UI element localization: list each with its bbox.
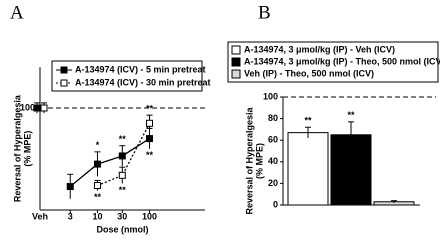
bar <box>287 132 329 206</box>
significance: ** <box>146 104 154 114</box>
x-tick-label: Veh <box>32 211 48 221</box>
point <box>146 135 154 143</box>
panel-label: B <box>258 2 271 23</box>
bar <box>330 134 372 206</box>
legend-marker <box>231 69 241 79</box>
y-tick-label: 40 <box>268 156 278 166</box>
x-tick-label: 3 <box>68 211 73 221</box>
panel-label: A <box>10 2 24 23</box>
y-tick-label: 100 <box>263 91 278 101</box>
x-axis-label: Dose (nmol) <box>96 224 148 234</box>
point <box>118 152 126 160</box>
legend-marker <box>231 45 241 55</box>
significance: ** <box>146 150 154 160</box>
point <box>118 171 126 179</box>
legend-label: Veh (IP) - Theo, 500 nmol (ICV) <box>244 68 374 78</box>
x-tick-label: 30 <box>117 211 127 221</box>
y-tick-label: 80 <box>268 113 278 123</box>
point <box>146 119 154 127</box>
y-tick-label: 20 <box>268 178 278 188</box>
significance: ** <box>94 192 102 202</box>
y-axis-label: (% MPE) <box>254 143 264 179</box>
significance: ** <box>119 185 127 195</box>
veh-point <box>33 104 41 112</box>
legend-box <box>51 60 203 92</box>
y-tick-label: 60 <box>268 135 278 145</box>
legend-label: A-134974 (ICV) - 5 min pretreat <box>75 64 206 74</box>
series-line <box>97 122 151 187</box>
y-tick-label: 100 <box>20 102 35 112</box>
legend-label: A-134974, 3 μmol/kg (IP) - Veh (ICV) <box>244 44 395 54</box>
point <box>93 182 101 190</box>
x-tick-label: 100 <box>142 211 157 221</box>
veh-point <box>40 104 48 112</box>
y-axis-label: Reversal of Hyperalgesia <box>244 106 254 214</box>
point <box>66 183 74 191</box>
x-tick-label: 10 <box>92 211 102 221</box>
significance: ** <box>304 116 312 126</box>
y-axis-label: (% MPE) <box>22 131 32 167</box>
legend-marker <box>231 57 241 67</box>
series-line <box>69 138 150 188</box>
point <box>93 160 101 168</box>
legend-marker <box>60 79 68 87</box>
legend-label: A-134974, 3 μmol/kg (IP) - Theo, 500 nmo… <box>244 56 440 66</box>
significance: * <box>96 140 100 150</box>
legend-label: A-134974 (ICV) - 30 min pretreat <box>75 77 211 87</box>
y-axis-label: Reversal of Hyperalgesia <box>12 94 22 202</box>
legend-marker <box>60 66 68 74</box>
significance: ** <box>347 110 355 120</box>
significance: ** <box>119 134 127 144</box>
y-tick-label: 0 <box>273 199 278 209</box>
legend-box <box>227 41 439 83</box>
